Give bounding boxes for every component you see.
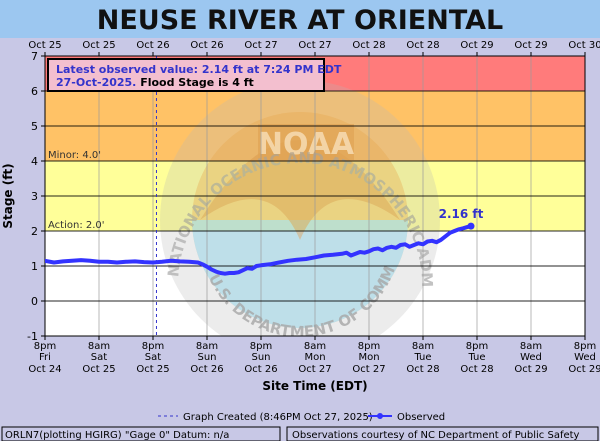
bottom-tick-date: Oct 27 xyxy=(298,364,331,375)
y-tick-label: 3 xyxy=(31,190,38,203)
y-tick-label: 0 xyxy=(31,295,38,308)
top-tick-label: Oct 25 xyxy=(28,40,61,51)
bottom-tick-time: 8pm xyxy=(358,341,380,352)
top-tick-label: Oct 28 xyxy=(352,40,385,51)
bottom-tick-time: 8pm xyxy=(574,341,596,352)
top-tick-label: Oct 26 xyxy=(190,40,223,51)
bottom-tick-day: Sat xyxy=(145,352,161,363)
footer-right-box xyxy=(286,426,599,441)
latest-value-label: 2.16 ft xyxy=(439,207,484,221)
info-box-line1: Latest observed value: 2.14 ft at 7:24 P… xyxy=(56,63,342,76)
top-tick-label: Oct 29 xyxy=(514,40,547,51)
bottom-tick-day: Sun xyxy=(251,352,270,363)
y-tick-label: 1 xyxy=(31,260,38,273)
info-box-flood-stage: Flood Stage is 4 ft xyxy=(136,76,253,89)
y-tick-label: 6 xyxy=(31,85,38,98)
y-axis-ticks: -1 0 1 2 3 4 5 6 7 xyxy=(27,50,45,343)
top-tick-label: Oct 25 xyxy=(82,40,115,51)
bottom-tick-date: Oct 28 xyxy=(460,364,493,375)
bottom-tick-time: 8pm xyxy=(250,341,272,352)
bottom-tick-day: Sat xyxy=(91,352,107,363)
bottom-tick-date: Oct 27 xyxy=(352,364,385,375)
observed-series xyxy=(45,222,475,276)
top-tick-label: Oct 30 xyxy=(568,40,600,51)
footer-left-box xyxy=(1,426,281,441)
footer-datum-text: ORLN7(plotting HGIRG) "Gage 0" Datum: n/… xyxy=(5,430,229,441)
latest-observation-box: Latest observed value: 2.14 ft at 7:24 P… xyxy=(47,58,342,92)
bottom-tick-date: Oct 26 xyxy=(244,364,277,375)
legend-observed-label: Observed xyxy=(397,412,445,423)
y-tick-label: 4 xyxy=(31,155,38,168)
bottom-tick-time: 8am xyxy=(412,341,434,352)
info-box-frame xyxy=(47,58,325,92)
bottom-tick-day: Wed xyxy=(520,352,542,363)
bottom-tick-date: Oct 25 xyxy=(82,364,115,375)
bottom-tick-date: Oct 28 xyxy=(406,364,439,375)
bottom-tick-day: Wed xyxy=(574,352,596,363)
bottom-tick-day: Fri xyxy=(39,352,51,363)
observed-line xyxy=(45,224,473,276)
footer-courtesy-text: Observations courtesy of NC Department o… xyxy=(292,430,580,441)
noaa-logo-text: NOAA xyxy=(258,127,355,162)
legend-created-label: Graph Created (8:46PM Oct 27, 2025) xyxy=(183,412,373,423)
bottom-tick-day: Tue xyxy=(413,352,431,363)
latest-point-marker xyxy=(467,222,475,230)
title-bar xyxy=(0,0,600,38)
bottom-tick-day: Mon xyxy=(358,352,379,363)
bottom-tick-date: Oct 29 xyxy=(568,364,600,375)
y-tick-label: 5 xyxy=(31,120,38,133)
bottom-tick-time: 8pm xyxy=(34,341,56,352)
bottom-tick-date: Oct 29 xyxy=(514,364,547,375)
info-box-line2: 27-Oct-2025. Flood Stage is 4 ft xyxy=(56,76,254,89)
y-tick-label: 2 xyxy=(31,225,38,238)
top-tick-label: Oct 29 xyxy=(460,40,493,51)
bottom-tick-time: 8am xyxy=(196,341,218,352)
bottom-tick-day: Mon xyxy=(304,352,325,363)
legend-observed-marker xyxy=(377,413,383,419)
top-tick-label: Oct 28 xyxy=(406,40,439,51)
top-tick-label: Oct 27 xyxy=(298,40,331,51)
noaa-bird-icon xyxy=(200,140,400,240)
top-tick-label: Oct 26 xyxy=(136,40,169,51)
noaa-logo-plate xyxy=(258,124,354,160)
top-axis-ticks: Oct 25 Oct 25 Oct 26 Oct 26 Oct 27 Oct 27 Oct … xyxy=(28,40,600,56)
bottom-tick-date: Oct 25 xyxy=(136,364,169,375)
band-label-minor: Minor: 4.0' xyxy=(48,150,101,161)
band-label-action: Action: 2.0' xyxy=(48,220,105,231)
info-box-date: 27-Oct-2025. xyxy=(56,76,136,89)
top-tick-label: Oct 27 xyxy=(244,40,277,51)
bottom-tick-time: 8am xyxy=(520,341,542,352)
x-axis-label: Site Time (EDT) xyxy=(262,379,367,393)
y-tick-label: -1 xyxy=(27,330,38,343)
footer: ORLN7(plotting HGIRG) "Gage 0" Datum: n/… xyxy=(1,426,599,441)
y-axis-label: Stage (ft) xyxy=(1,163,15,228)
bottom-tick-time: 8pm xyxy=(466,341,488,352)
bottom-tick-time: 8am xyxy=(88,341,110,352)
bottom-tick-date: Oct 26 xyxy=(190,364,223,375)
legend: Graph Created (8:46PM Oct 27, 2025) Obse… xyxy=(158,412,445,423)
chart-title: NEUSE RIVER AT ORIENTAL xyxy=(97,5,504,36)
bottom-tick-time: 8am xyxy=(304,341,326,352)
bottom-tick-day: Sun xyxy=(197,352,216,363)
bottom-tick-day: Tue xyxy=(467,352,485,363)
y-tick-label: 7 xyxy=(31,50,38,63)
bottom-tick-time: 8pm xyxy=(142,341,164,352)
bottom-tick-date: Oct 24 xyxy=(28,364,61,375)
